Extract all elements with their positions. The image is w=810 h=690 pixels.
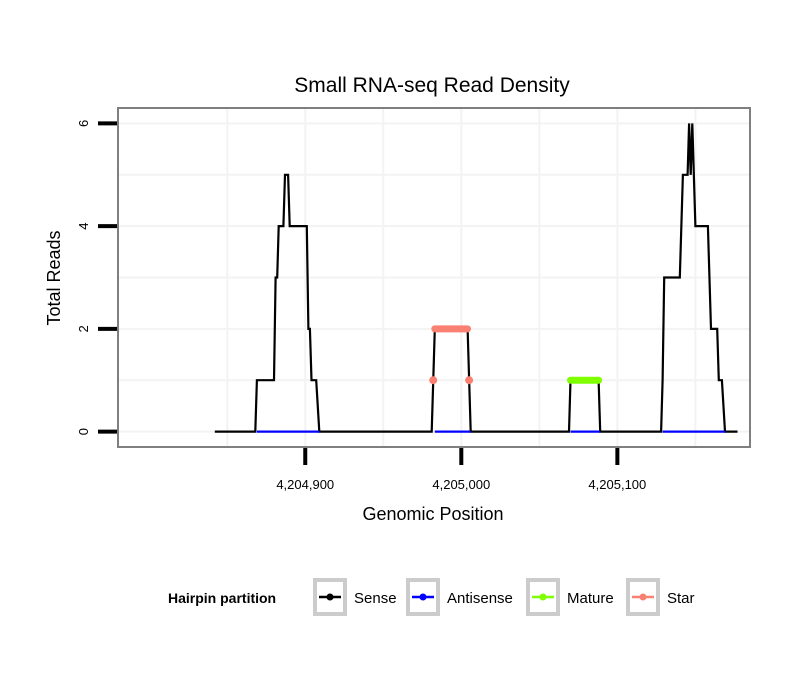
chart-title: Small RNA-seq Read Density — [294, 74, 570, 97]
legend-label-antisense: Antisense — [447, 590, 513, 607]
legend-label-sense: Sense — [354, 590, 397, 607]
sense-line — [214, 123, 738, 433]
y-tick-label: 0 — [76, 428, 91, 435]
star-point — [465, 376, 474, 385]
panel-border — [117, 107, 751, 448]
legend-label-mature: Mature — [567, 590, 614, 607]
y-tick-label: 2 — [76, 325, 91, 332]
legend: Hairpin partition Sense Antisense Mature St… — [168, 578, 695, 616]
x-axis-title: Genomic Position — [362, 504, 503, 524]
legend-dot-sense — [326, 593, 334, 601]
y-axis-title: Total Reads — [44, 230, 64, 325]
legend-label-star: Star — [667, 590, 695, 607]
legend-dot-mature — [539, 593, 547, 601]
x-tick-label: 4,205,000 — [432, 477, 490, 492]
x-tick-label: 4,205,100 — [588, 477, 646, 492]
x-tick-label: 4,204,900 — [276, 477, 334, 492]
y-tick-label: 6 — [76, 120, 91, 127]
series-layer — [214, 123, 738, 433]
x-axis: 4,204,900 4,205,000 4,205,100 — [276, 448, 646, 492]
legend-dot-antisense — [419, 593, 427, 601]
legend-dot-star — [639, 593, 647, 601]
star-point — [429, 376, 438, 385]
legend-title: Hairpin partition — [168, 590, 276, 606]
y-axis: 0 2 4 6 — [76, 120, 117, 435]
y-tick-label: 4 — [76, 223, 91, 230]
